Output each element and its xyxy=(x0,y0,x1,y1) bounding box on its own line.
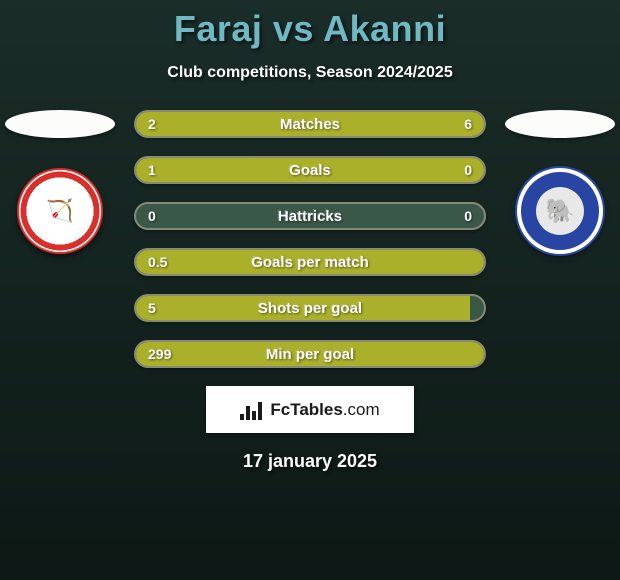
stat-label: Goals per match xyxy=(251,254,369,271)
stat-value-right: 6 xyxy=(464,116,472,132)
archer-icon: 🏹 xyxy=(46,198,73,224)
stat-value-right: 0 xyxy=(464,162,472,178)
brand-box[interactable]: FcTables.com xyxy=(206,386,414,433)
brand-name: FcTables xyxy=(270,400,342,419)
stat-value-left: 0 xyxy=(148,208,156,224)
stat-label: Goals xyxy=(289,162,331,179)
stat-row: 1 Goals 0 xyxy=(134,156,486,184)
bar-fill-left xyxy=(136,158,421,182)
stat-row: 0.5 Goals per match xyxy=(134,248,486,276)
stat-value-left: 5 xyxy=(148,300,156,316)
bar-fill-right xyxy=(421,158,484,182)
brand-suffix: .com xyxy=(343,400,380,419)
stat-label: Matches xyxy=(280,116,340,133)
stat-value-left: 299 xyxy=(148,346,171,362)
elephant-icon: 🐘 xyxy=(536,187,584,235)
subtitle: Club competitions, Season 2024/2025 xyxy=(0,64,620,82)
stat-row: 5 Shots per goal xyxy=(134,294,486,322)
stat-row: 2 Matches 6 xyxy=(134,110,486,138)
stat-row: 299 Min per goal xyxy=(134,340,486,368)
stat-label: Min per goal xyxy=(266,346,354,363)
bar-chart-icon xyxy=(240,400,266,420)
stat-value-left: 0.5 xyxy=(148,254,167,270)
stat-value-left: 2 xyxy=(148,116,156,132)
left-team-crest: 🏹 xyxy=(17,168,103,254)
bar-fill-right xyxy=(223,112,484,136)
stat-row: 0 Hattricks 0 xyxy=(134,202,486,230)
brand-text: FcTables.com xyxy=(270,400,379,420)
stat-label: Hattricks xyxy=(278,208,342,225)
stat-value-right: 0 xyxy=(464,208,472,224)
date-label: 17 january 2025 xyxy=(0,451,620,472)
left-column: 🏹 xyxy=(0,110,120,254)
right-column: 🐘 xyxy=(500,110,620,254)
right-team-crest: 🐘 xyxy=(517,168,603,254)
content-area: 🏹 🐘 2 Matches 6 1 Goals 0 0 Hattricks 0 0.5 Goals … xyxy=(0,110,620,472)
page-title: Faraj vs Akanni xyxy=(0,0,620,50)
left-ellipse xyxy=(5,110,115,138)
right-ellipse xyxy=(505,110,615,138)
stats-bars: 2 Matches 6 1 Goals 0 0 Hattricks 0 0.5 Goals per … xyxy=(134,110,486,368)
stat-value-left: 1 xyxy=(148,162,156,178)
stat-label: Shots per goal xyxy=(258,300,362,317)
